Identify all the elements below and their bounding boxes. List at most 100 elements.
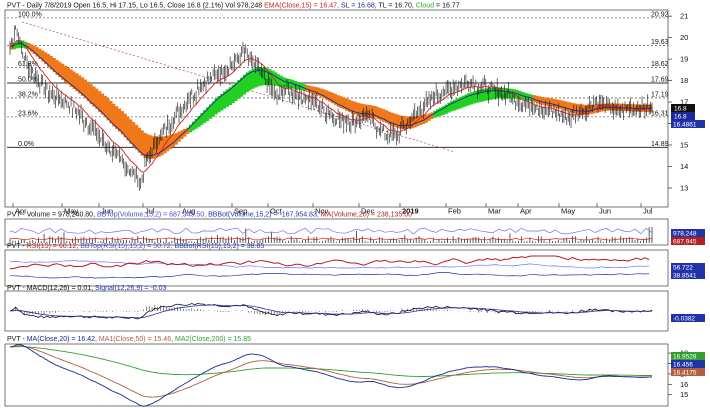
price-header-text: PVT - Daily 7/8/2019 Open 16.5, Hi 17.15… xyxy=(7,3,264,10)
cloud-band-segment xyxy=(353,101,357,115)
cloud-band-segment xyxy=(328,91,332,102)
cloud-band-segment xyxy=(561,100,565,110)
cloud-band-segment xyxy=(174,133,178,145)
rsi-tag-1-bg xyxy=(671,263,705,271)
fib-label: 38.2% xyxy=(18,91,38,98)
cloud-band-segment xyxy=(384,110,389,123)
ma-axis-label: 16 xyxy=(680,380,688,389)
cloud-band-segment xyxy=(322,89,326,99)
cloud-band-segment xyxy=(413,116,417,128)
cloud-band-segment xyxy=(447,102,451,113)
cloud-band-segment xyxy=(305,85,309,92)
volume-header: PVT - Volume = 978,240.80, BBTop(Volume,… xyxy=(7,212,412,219)
month-axis-label: Jul xyxy=(643,207,653,216)
cloud-band-segment xyxy=(393,113,397,127)
cloud-band-segment xyxy=(333,93,337,105)
cloud-band-segment xyxy=(416,116,420,127)
cloud-band-segment xyxy=(331,92,335,104)
panel-frames xyxy=(4,9,669,407)
cloud-band-segment xyxy=(89,84,93,105)
cloud-band-segment xyxy=(336,95,340,107)
cloud-band-segment xyxy=(325,90,329,101)
fib-value-label: 19.63 xyxy=(651,39,669,46)
cloud-band-segment xyxy=(183,128,187,137)
cloud-band-segment xyxy=(316,87,320,96)
cloud-band-segment xyxy=(220,93,224,111)
rsi-header: PVT - RSI(15) = 60.12, BBTop(RSI(15),15,… xyxy=(7,243,264,250)
price-axis-label: 19 xyxy=(680,55,688,64)
month-axis-label: Sep xyxy=(234,207,247,216)
cloud-band-segment xyxy=(242,74,247,95)
cloud-band-segment xyxy=(106,98,110,121)
volume-header-ma: MA(Volume,20) = 238,135.00 xyxy=(321,212,412,219)
cloud-band-segment xyxy=(458,97,462,109)
cloud-band-segment xyxy=(49,56,53,70)
cloud-band-segment xyxy=(455,98,460,110)
month-axis-label: Apr xyxy=(15,207,27,216)
rsi-15-line xyxy=(9,255,650,270)
cloud-band-segment xyxy=(234,82,238,101)
macd-tag-1: -0.0382 xyxy=(673,316,695,323)
cloud-band-segment xyxy=(109,101,113,124)
cloud-band-segment xyxy=(95,88,99,110)
cloud-band-segment xyxy=(481,89,485,102)
cloud-band-segment xyxy=(197,115,201,127)
month-axis-label: Dec xyxy=(361,207,375,216)
cloud-band-segment xyxy=(208,104,212,119)
cloud-band-segment xyxy=(302,84,306,91)
cloud-band-segment xyxy=(430,112,434,120)
cloud-band-segment xyxy=(112,103,116,127)
month-axis-label: May xyxy=(561,207,575,216)
ma-layer xyxy=(9,344,653,407)
price-axis-label: 15 xyxy=(680,141,688,150)
rsi-tag-2: 38.8541 xyxy=(673,273,697,280)
cloud-band-segment xyxy=(450,100,454,112)
cloud-band-segment xyxy=(433,110,437,118)
cloud-band-segment xyxy=(166,135,170,152)
macd-signal-line xyxy=(9,304,653,319)
cloud-band-segment xyxy=(194,118,198,129)
ma-tag-1: 16.9528 xyxy=(673,354,697,361)
month-axis: Apr May Jun Jul Aug Sep Oct Nov Dec 2019 Feb Mar Apr… xyxy=(12,203,653,216)
ma-header: PVT - MA(Close,20) = 16.42, MA1(Close,50… xyxy=(7,336,251,343)
rsi-layer xyxy=(9,255,650,279)
cloud-band-segment xyxy=(427,113,431,121)
rsi-header-bbbot: BBBot(RSI(15),15,2) = 38.85 xyxy=(175,243,265,250)
price-header-cloud-value: = 16.77 xyxy=(434,3,460,10)
fib-value-label: 20.92 xyxy=(651,11,669,18)
cloud-band-segment xyxy=(123,113,127,138)
cloud-band-segment xyxy=(359,103,363,117)
ma-tag-2: 16.456 xyxy=(673,362,693,369)
cloud-band-segment xyxy=(191,121,195,131)
cloud-band-segment xyxy=(396,114,400,128)
fib-value-label: 14.89 xyxy=(651,141,669,148)
cloud-band-segment xyxy=(453,99,457,111)
price-tag-1: 16.8 xyxy=(674,106,687,113)
cloud-band-segment xyxy=(549,98,553,107)
cloud-band-segment xyxy=(245,72,249,93)
macd-header-signal: Signal(12,26,9) = -0.03 xyxy=(95,285,167,292)
cloud-band-segment xyxy=(254,68,258,88)
cloud-band-segment xyxy=(72,71,76,90)
month-axis-label: Jun xyxy=(101,207,113,216)
rsi-header-bbtop: BBTop(RSI(15),15,2) = 50.72, xyxy=(80,243,174,250)
cloud-band-segment xyxy=(279,75,284,88)
cloud-band-segment xyxy=(558,99,562,109)
volume-header-text: PVT - Volume = 978,240.80, xyxy=(7,212,97,219)
price-panel-frame xyxy=(4,9,669,208)
cloud-band-segment xyxy=(342,97,346,110)
cloud-band-segment xyxy=(69,69,73,87)
volume-tag-1-bg xyxy=(671,229,705,237)
cloud-band-segment xyxy=(473,91,477,104)
cloud-band-segment xyxy=(103,95,107,118)
cloud-band-segment xyxy=(274,72,278,86)
cloud-band-segment xyxy=(61,63,65,80)
price-axis-label: 14 xyxy=(680,162,688,171)
fib-value-label: 18.62 xyxy=(651,61,669,68)
trend-line xyxy=(21,21,456,153)
cloud-band-segment xyxy=(464,94,468,107)
cloud-band-segment xyxy=(419,115,423,126)
cloud-band-segment xyxy=(146,134,150,159)
volume-layer xyxy=(9,227,653,243)
ma-header-ma20: MA(Close,20) = 16.42, xyxy=(27,336,99,343)
